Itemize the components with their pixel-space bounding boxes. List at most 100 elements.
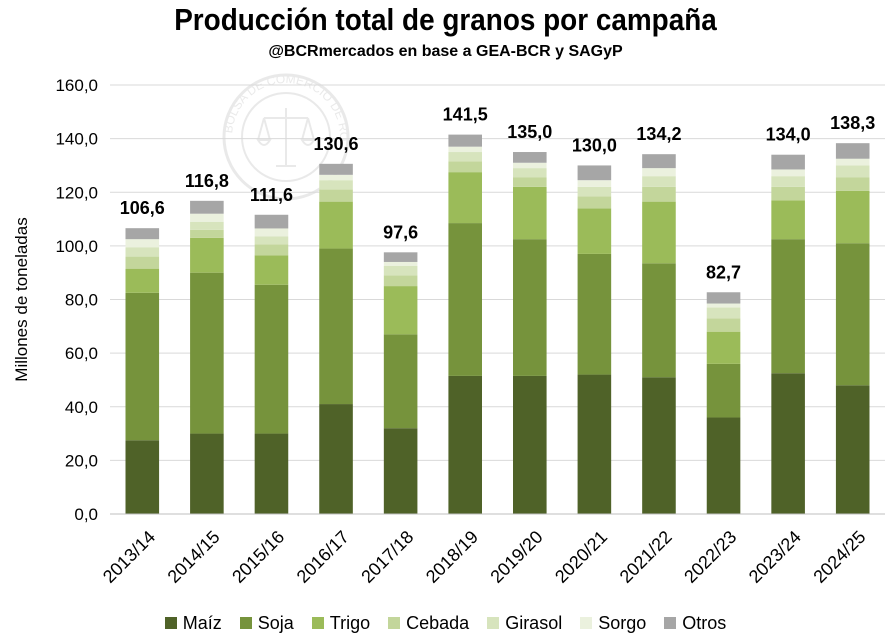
bar-segment-cebada [319,189,353,202]
x-tick-label: 2021/22 [616,527,676,587]
bar-segment-otros [642,154,676,169]
bar-segment-cebada [513,177,547,187]
bar-segment-otros [706,292,741,304]
legend-swatch [388,617,401,629]
legend-label: Cebada [406,612,470,633]
bar-segment-soja [642,263,676,378]
legend-swatch [487,617,500,629]
bar-segment-cebada [771,186,805,201]
x-tick-label: 2024/25 [809,527,869,587]
bar-segment-trigo [254,255,289,285]
bar-segment-girasol [448,152,482,162]
bar-segment-cebada [642,186,676,202]
bar-segment-maíz [835,385,870,514]
bar-segment-sorgo [577,180,612,187]
watermark-seal: BOLSA DE COMERCIO DE ROSARIO [0,0,351,201]
x-tick-label: 2015/16 [228,527,288,587]
chart-title: Producción total de granos por campaña [174,2,717,37]
y-tick-label: 100,0 [55,237,98,256]
legend-item-otros: Otros [664,613,726,634]
bar-segment-cebada [706,318,741,332]
bar-segment-maíz [254,433,289,514]
bar-total-label: 134,0 [766,125,811,145]
bar-segment-sorgo [835,158,870,166]
bar-segment-soja [706,363,741,418]
watermark-text: BOLSA DE COMERCIO DE ROSARIO [0,0,351,141]
bar-segment-soja [190,272,224,434]
bar-segment-otros [125,228,160,240]
x-tick-label: 2013/14 [99,527,159,587]
bar-segment-cebada [383,275,418,287]
legend-label: Maíz [182,612,222,633]
bar-segment-girasol [319,180,353,190]
bar-segment-trigo [771,200,805,240]
bar-segment-soja [254,284,289,434]
bar-segment-trigo [125,268,160,293]
bar-segment-sorgo [125,239,160,248]
bar-segment-girasol [706,307,741,319]
bar-total-label: 130,6 [314,134,359,154]
bar-segment-sorgo [771,169,805,177]
bar-segment-otros [771,154,805,170]
bar-segment-trigo [706,331,741,364]
bar-segment-otros [383,252,418,262]
legend-swatch [311,617,324,629]
legend-item-maíz: Maíz [164,612,222,634]
bar-segment-soja [125,292,160,441]
bar-total-label: 111,6 [250,185,293,205]
chart-subtitle: @BCRmercados en base a GEA-BCR y SAGyP [268,43,623,60]
legend-swatch [580,617,593,629]
bar-segment-soja [383,334,418,429]
bar-segment-trigo [835,190,870,244]
bar-segment-cebada [835,177,870,191]
legend-label: Otros [682,612,727,633]
bar-segment-sorgo [642,168,676,177]
bar-segment-cebada [577,196,612,209]
bar-segment-maíz [642,377,676,514]
y-axis-label: Millones de toneladas [12,217,31,381]
x-tick-label: 2017/18 [357,527,417,587]
bar-segment-girasol [642,176,676,187]
y-tick-label: 20,0 [65,451,98,470]
bar-segment-trigo [577,208,612,254]
y-tick-label: 120,0 [55,183,98,202]
bar-segment-sorgo [513,162,547,169]
bar-segment-soja [577,253,612,375]
legend-item-trigo: Trigo [311,613,370,634]
x-tick-label: 2018/19 [422,527,482,587]
bar-segment-trigo [513,186,547,240]
legend-item-soja: Soja [239,613,294,634]
svg-text:BOLSA DE COMERCIO DE ROSARIO: BOLSA DE COMERCIO DE ROSARIO [0,0,351,141]
bar-segment-maíz [706,417,741,514]
bar-segment-sorgo [254,228,289,237]
y-tick-label: 160,0 [55,76,98,95]
bar-segment-cebada [190,229,224,238]
y-tick-label: 0,0 [74,505,98,524]
bar-segment-maíz [190,433,224,514]
bar-segment-otros [190,200,224,214]
bar-total-label: 138,3 [830,113,875,133]
bar-segment-trigo [642,201,676,264]
bar-segment-girasol [383,265,418,276]
x-tick-label: 2016/17 [293,527,353,587]
bar-segment-sorgo [319,174,353,181]
x-tick-label: 2019/20 [486,527,546,587]
bar-total-label: 141,5 [443,105,488,125]
bar-segment-maíz [125,440,160,514]
legend-swatch [164,617,177,629]
bar-segment-maíz [319,404,353,514]
legend-label: Sorgo [598,612,647,633]
bar-segment-soja [771,239,805,374]
x-tick-label: 2020/21 [551,527,611,587]
bar-segment-otros [254,214,289,229]
bar-segment-soja [319,248,353,405]
bar-segment-trigo [319,201,353,249]
bar-total-label: 134,2 [636,124,681,144]
bar-segment-cebada [125,256,160,269]
bar-total-label: 82,7 [706,262,741,282]
bar-segment-soja [835,243,870,386]
bar-segment-sorgo [190,213,224,222]
bar-segment-otros [448,134,482,147]
legend-item-sorgo: Sorgo [580,613,646,634]
bar-segment-girasol [254,236,289,245]
